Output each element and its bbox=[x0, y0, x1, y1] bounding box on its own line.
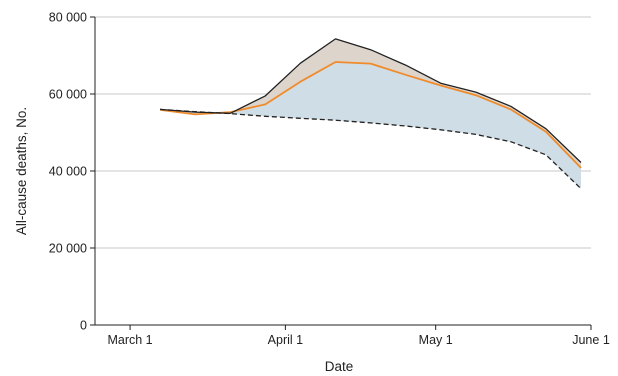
x-axis-title: Date bbox=[325, 359, 354, 374]
series-lines bbox=[159, 38, 582, 190]
x-tick-label: May 1 bbox=[419, 333, 453, 347]
expected-deaths-line bbox=[160, 108, 582, 190]
excess-covid-area bbox=[160, 62, 581, 189]
y-tick-label: 0 bbox=[80, 319, 87, 333]
y-tick-label: 80 000 bbox=[49, 11, 87, 25]
x-tick-label: June 1 bbox=[572, 333, 610, 347]
x-tick-label: April 1 bbox=[268, 333, 303, 347]
y-tick-label: 20 000 bbox=[49, 242, 87, 256]
observed-deaths-line bbox=[160, 38, 582, 163]
x-tick-label: March 1 bbox=[107, 333, 152, 347]
axes: 0 20 000 40 000 60 000 80 000 March 1 April 1 M… bbox=[49, 11, 610, 348]
excess-death-areas bbox=[160, 38, 581, 189]
covid-deaths-line bbox=[159, 61, 582, 169]
y-tick-label: 60 000 bbox=[49, 88, 87, 102]
y-axis-title: All-cause deaths, No. bbox=[14, 107, 29, 235]
y-tick-label: 40 000 bbox=[49, 165, 87, 179]
